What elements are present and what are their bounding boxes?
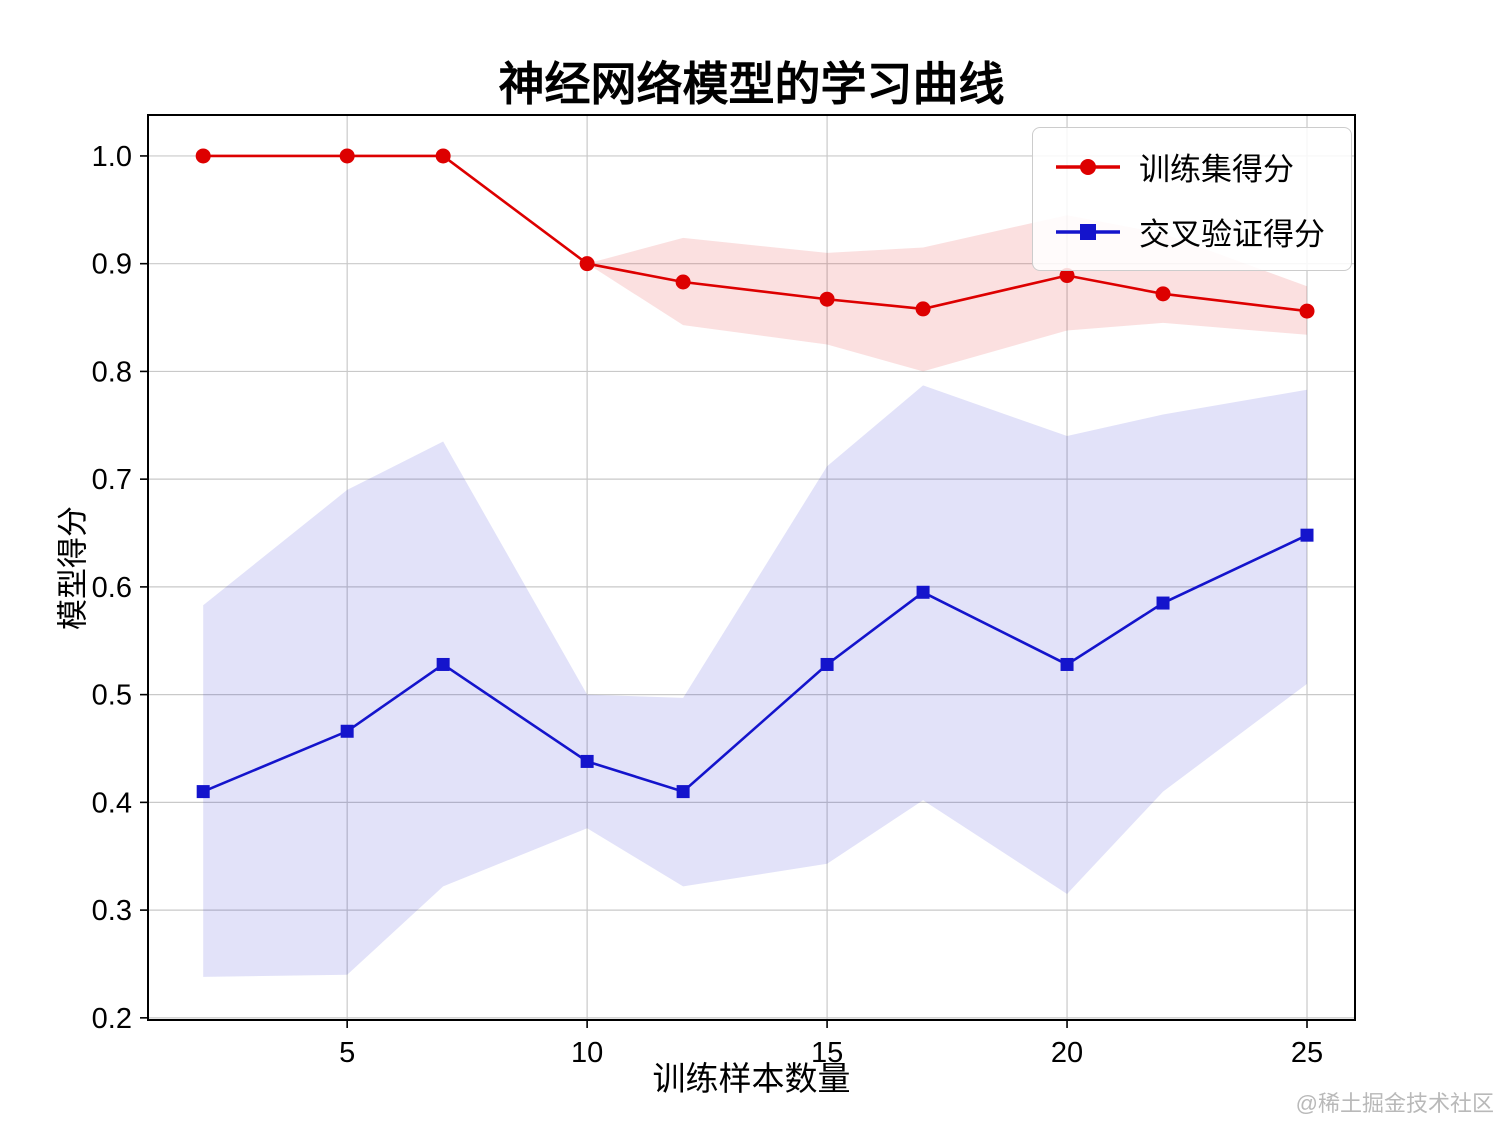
y-tick-label: 0.9 [92, 249, 132, 281]
x-tick-label: 10 [571, 1037, 603, 1069]
marker-square-1 [1156, 596, 1170, 610]
legend-cv-marker [1080, 223, 1096, 240]
marker-circle-0 [675, 274, 691, 290]
marker-square-1 [1300, 528, 1314, 542]
y-tick-label: 0.2 [92, 1003, 132, 1035]
legend-label-cv: 交叉验证得分 [1139, 217, 1325, 252]
chart-title: 神经网络模型的学习曲线 [498, 58, 1005, 110]
marker-circle-0 [1299, 303, 1315, 319]
y-tick-label: 0.5 [92, 680, 132, 712]
legend: 训练集得分 交叉验证得分 [1032, 127, 1352, 271]
x-axis-label: 训练样本数量 [652, 1060, 851, 1097]
y-tick-label: 0.8 [92, 356, 132, 388]
marker-square-1 [916, 585, 930, 599]
marker-circle-0 [1059, 268, 1075, 284]
marker-circle-0 [915, 301, 931, 317]
y-tick-label: 0.7 [92, 464, 132, 496]
legend-train-marker [1080, 158, 1096, 175]
marker-circle-0 [339, 148, 355, 164]
marker-circle-0 [195, 148, 211, 164]
x-tick-label: 25 [1291, 1037, 1323, 1069]
x-tick-label: 20 [1051, 1037, 1083, 1069]
y-tick-label: 0.4 [92, 787, 132, 819]
marker-circle-0 [1155, 286, 1171, 302]
series-line-1 [202, 534, 1308, 794]
y-tick-label: 1.0 [92, 141, 132, 173]
marker-square-1 [196, 785, 210, 799]
band-1 [203, 385, 1308, 977]
legend-label-train: 训练集得分 [1139, 152, 1294, 187]
marker-square-1 [676, 785, 690, 799]
x-tick-label: 5 [339, 1037, 355, 1069]
marker-circle-0 [579, 256, 595, 272]
y-axis-label: 模型得分 [55, 506, 91, 630]
y-tick-label: 0.3 [92, 895, 132, 927]
axes-frame [147, 114, 1356, 1021]
marker-circle-0 [435, 148, 451, 164]
marker-square-1 [820, 657, 834, 671]
x-tick-label: 15 [811, 1037, 843, 1069]
marker-square-1 [340, 724, 354, 738]
legend-item-train: 训练集得分 [1053, 144, 1325, 189]
train-line-marker-icon [1056, 158, 1120, 175]
marker-circle-0 [819, 291, 835, 307]
cv-line-marker-icon [1056, 223, 1120, 240]
band-0 [203, 155, 1308, 372]
y-tick-label: 0.6 [92, 572, 132, 604]
watermark: @稀土掘金技术社区 [1295, 1091, 1494, 1116]
series-line-0 [203, 154, 1308, 313]
marker-square-1 [580, 754, 594, 768]
legend-item-cv: 交叉验证得分 [1053, 209, 1325, 254]
marker-square-1 [1060, 657, 1074, 671]
marker-square-1 [436, 657, 450, 671]
